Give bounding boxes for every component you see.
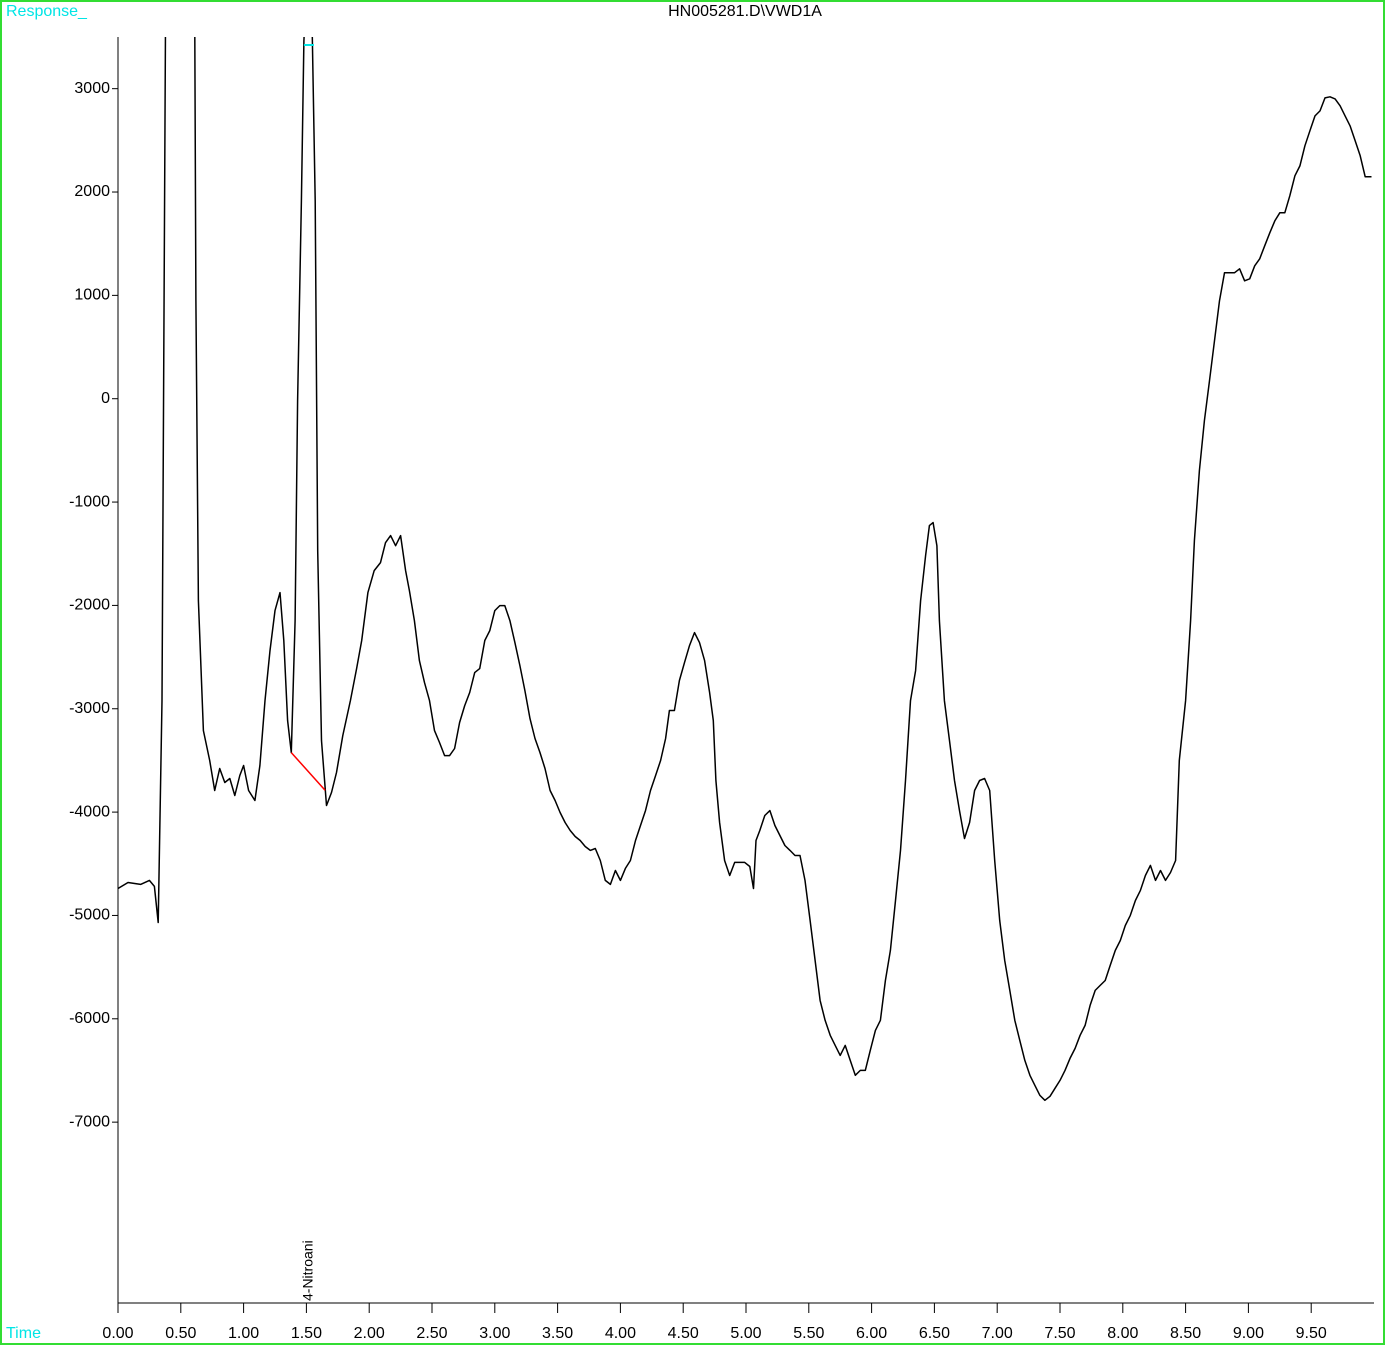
x-tick-label: 9.00 (1233, 1325, 1264, 1342)
x-tick-label: 5.00 (730, 1325, 761, 1342)
y-tick-label: 0 (101, 390, 110, 407)
x-tick-label: 0.50 (165, 1325, 196, 1342)
x-tick-label: 2.50 (416, 1325, 447, 1342)
y-tick-label: -1000 (69, 493, 110, 510)
y-tick-label: -6000 (69, 1010, 110, 1027)
x-tick-label: 8.00 (1107, 1325, 1138, 1342)
x-tick-label: 8.50 (1170, 1325, 1201, 1342)
plot-area (118, 37, 1372, 1102)
x-tick-label: 6.50 (919, 1325, 950, 1342)
x-tick-label: 4.00 (605, 1325, 636, 1342)
x-tick-label: 3.50 (542, 1325, 573, 1342)
peak-label: 4-Nitroani (300, 1240, 316, 1301)
y-tick-label: -2000 (69, 597, 110, 614)
x-tick-label: 1.50 (291, 1325, 322, 1342)
peak-baseline (290, 752, 326, 791)
x-tick-label: 7.00 (982, 1325, 1013, 1342)
x-tick-label: 5.50 (793, 1325, 824, 1342)
trace (118, 37, 1372, 1102)
y-axis-label: Response_ (6, 3, 88, 20)
x-tick-label: 6.00 (856, 1325, 887, 1342)
y-tick-label: -5000 (69, 907, 110, 924)
chart-title: HN005281.D\VWD1A (668, 3, 822, 20)
y-tick-label: 3000 (74, 80, 110, 97)
y-tick-label: 1000 (74, 287, 110, 304)
x-tick-label: 4.50 (668, 1325, 699, 1342)
x-tick-label: 1.00 (228, 1325, 259, 1342)
x-tick-label: 2.00 (354, 1325, 385, 1342)
x-tick-label: 7.50 (1044, 1325, 1075, 1342)
y-tick-label: -7000 (69, 1113, 110, 1130)
x-tick-label: 9.50 (1296, 1325, 1327, 1342)
x-tick-label: 0.00 (102, 1325, 133, 1342)
y-tick-label: -3000 (69, 700, 110, 717)
y-tick-label: -4000 (69, 803, 110, 820)
x-axis-label: Time (6, 1325, 41, 1342)
y-tick-label: 2000 (74, 183, 110, 200)
x-tick-label: 3.00 (479, 1325, 510, 1342)
